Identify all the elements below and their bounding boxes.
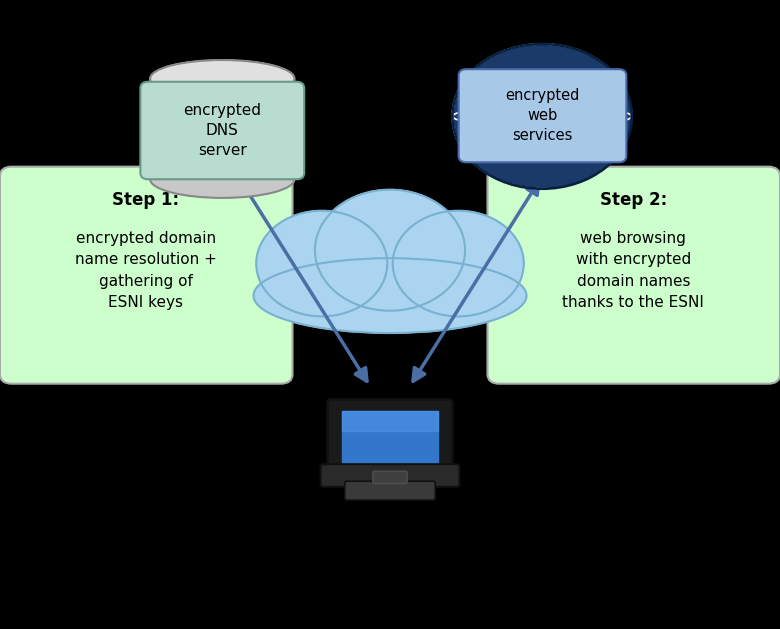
FancyBboxPatch shape <box>459 69 626 162</box>
Ellipse shape <box>150 60 295 97</box>
Ellipse shape <box>256 211 387 316</box>
Ellipse shape <box>254 258 526 333</box>
Text: Step 2:: Step 2: <box>600 191 667 209</box>
Ellipse shape <box>393 211 524 316</box>
Ellipse shape <box>150 101 295 126</box>
Text: encrypted
web
services: encrypted web services <box>505 89 580 143</box>
FancyBboxPatch shape <box>488 167 780 384</box>
Text: encrypted
DNS
server: encrypted DNS server <box>183 103 261 157</box>
Ellipse shape <box>150 160 295 198</box>
Bar <box>150 79 295 179</box>
FancyBboxPatch shape <box>321 464 459 487</box>
FancyBboxPatch shape <box>373 471 407 484</box>
FancyBboxPatch shape <box>140 82 304 179</box>
Circle shape <box>452 44 632 189</box>
Text: Step 1:: Step 1: <box>112 191 179 209</box>
FancyBboxPatch shape <box>345 481 435 500</box>
Text: web browsing
with encrypted
domain names
thanks to the ESNI: web browsing with encrypted domain names… <box>562 231 704 310</box>
FancyBboxPatch shape <box>0 167 292 384</box>
Bar <box>342 411 438 462</box>
Ellipse shape <box>315 189 465 311</box>
Bar <box>342 411 438 431</box>
Ellipse shape <box>150 131 295 157</box>
Text: encrypted domain
name resolution +
gathering of
ESNI keys: encrypted domain name resolution + gathe… <box>75 231 217 310</box>
FancyBboxPatch shape <box>328 399 452 472</box>
